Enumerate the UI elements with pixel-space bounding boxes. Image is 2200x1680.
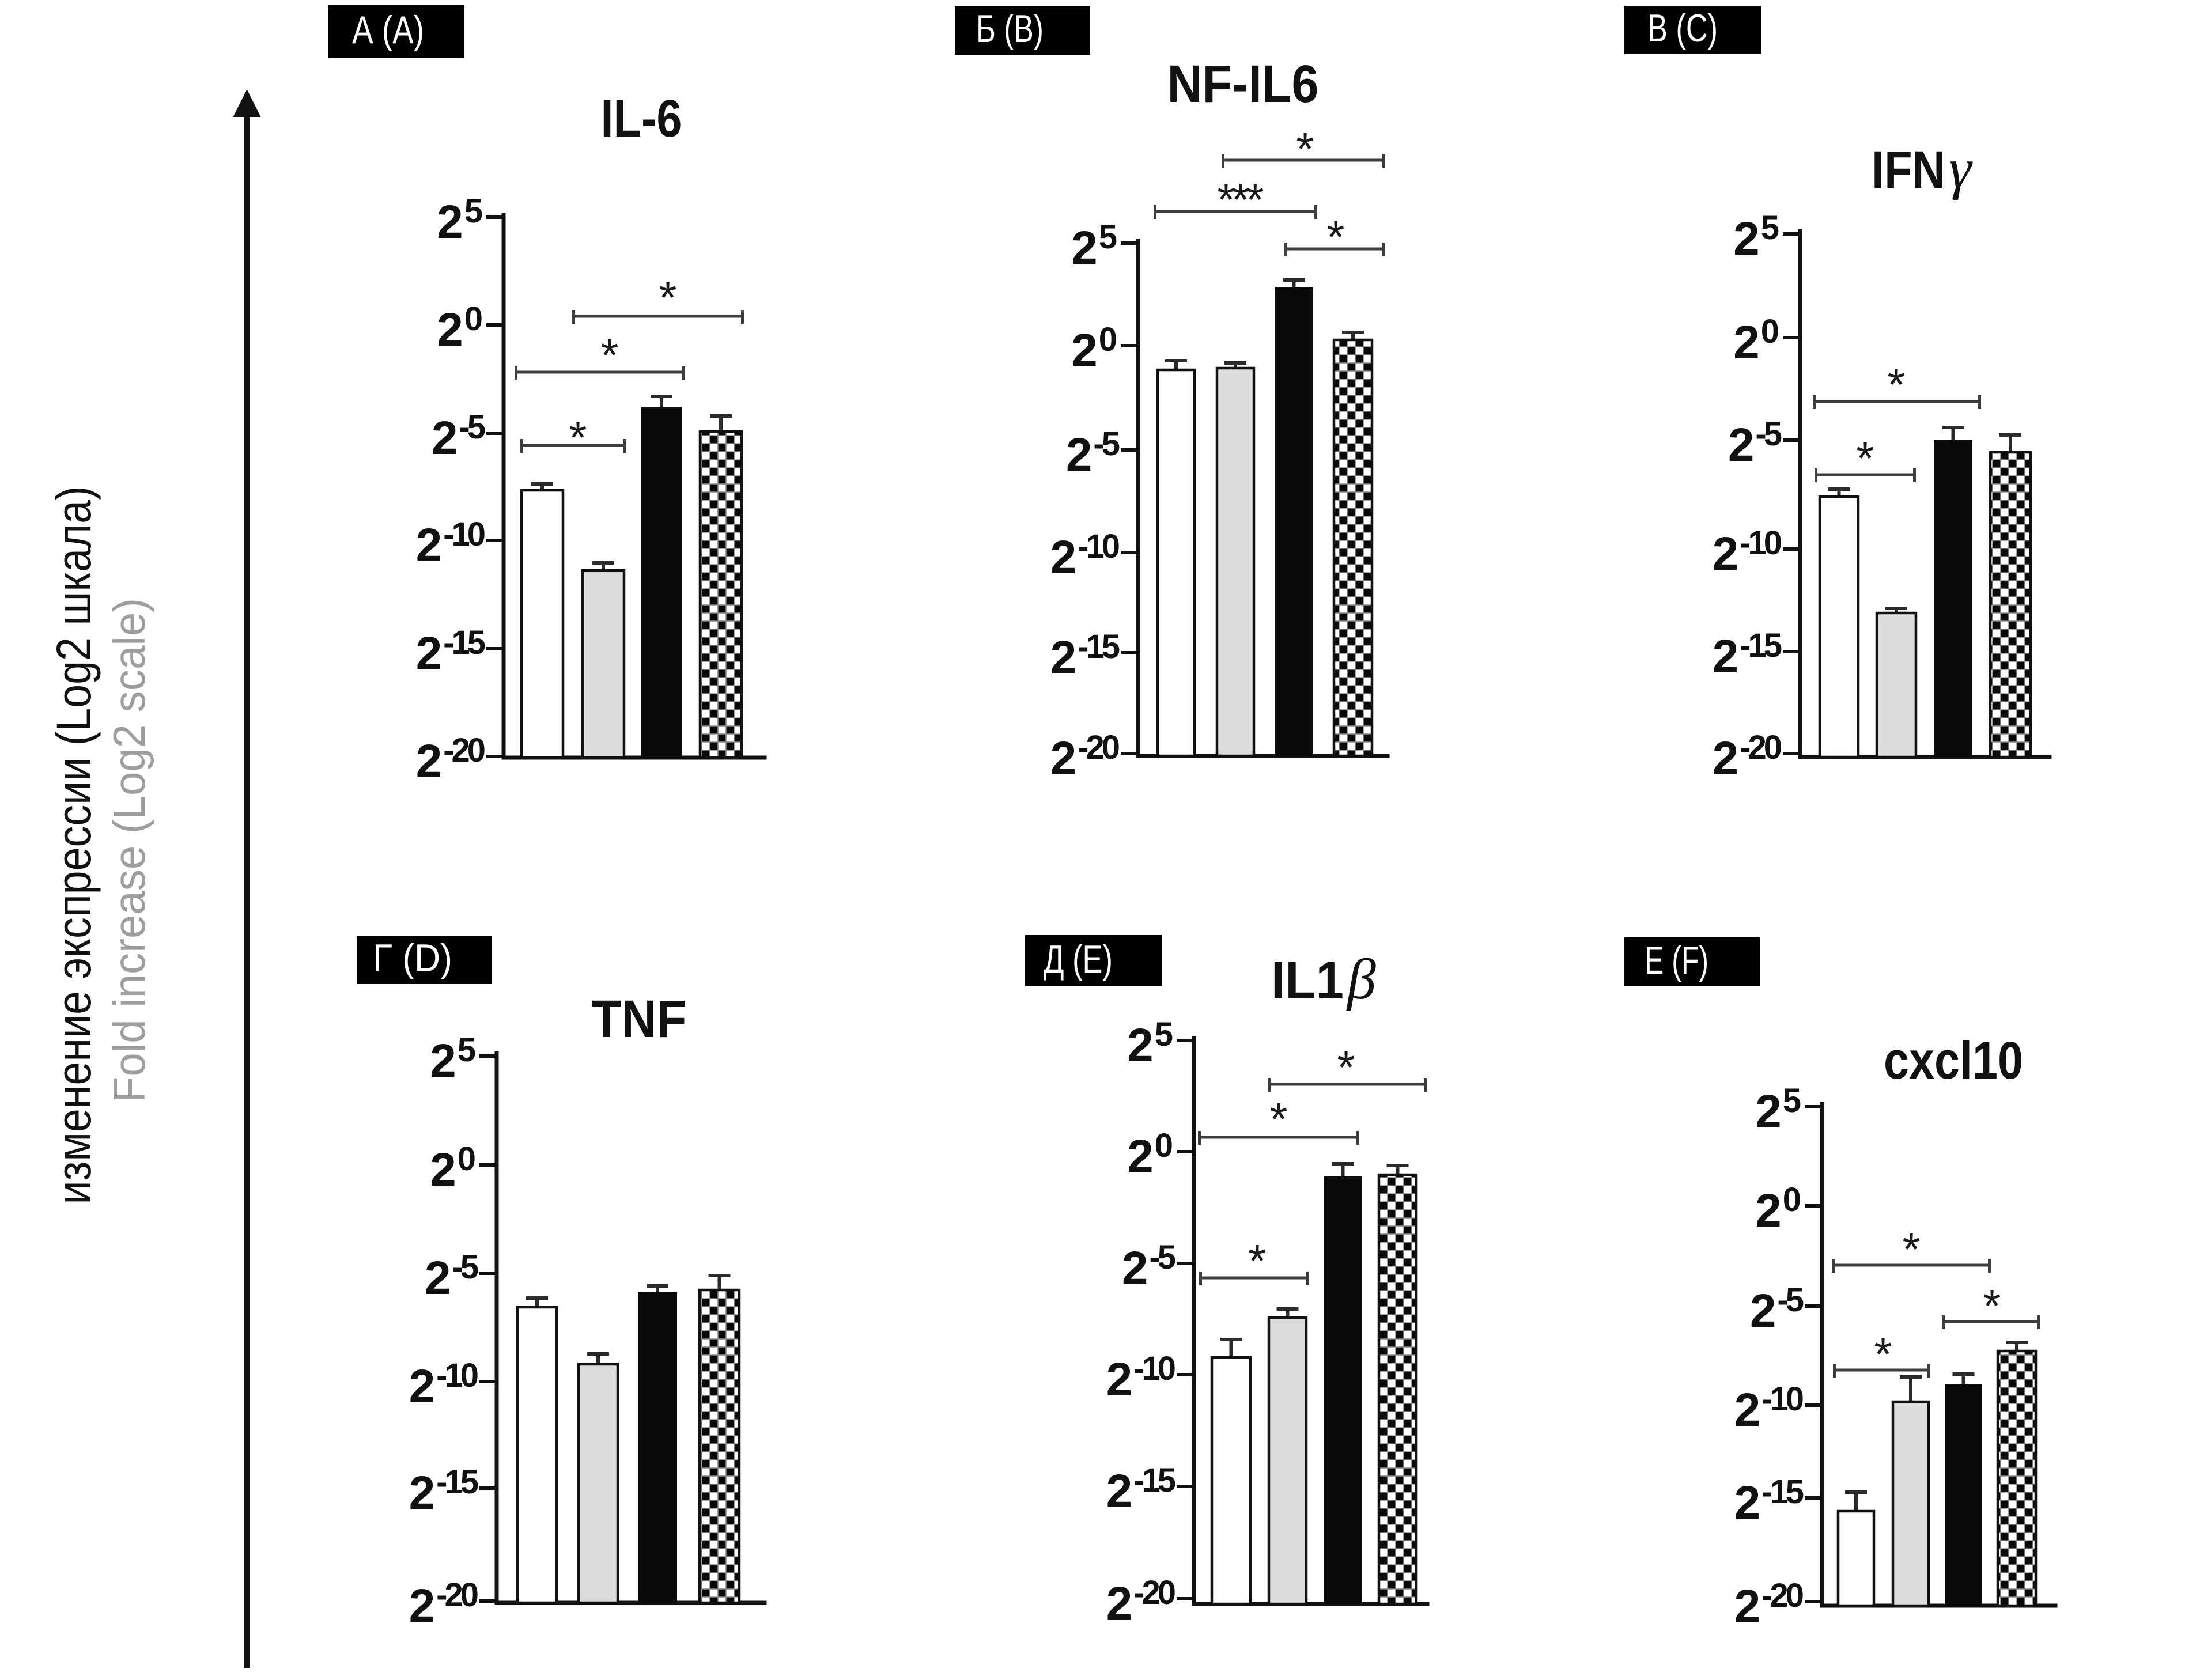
svg-text:2-20: 2-20 <box>1050 729 1119 785</box>
svg-text:*: * <box>1874 1329 1892 1380</box>
svg-text:2-20: 2-20 <box>1106 1574 1175 1630</box>
svg-text:25: 25 <box>1755 1082 1801 1138</box>
svg-text:20: 20 <box>430 1140 476 1196</box>
svg-text:*: * <box>1902 1224 1920 1275</box>
svg-text:20: 20 <box>437 300 483 356</box>
svg-text:2-10: 2-10 <box>1050 528 1119 584</box>
svg-text:2-20: 2-20 <box>1713 729 1781 785</box>
svg-text:Д (E): Д (E) <box>1044 937 1113 981</box>
svg-text:*: * <box>569 412 587 463</box>
svg-text:*: * <box>1326 211 1344 263</box>
svg-text:изменение экспрессии (Log2 шка: изменение экспрессии (Log2 шкала) <box>47 486 101 1205</box>
svg-text:β: β <box>1346 947 1376 1011</box>
svg-text:2-10: 2-10 <box>1734 1380 1803 1436</box>
svg-text:2-5: 2-5 <box>1750 1281 1804 1337</box>
svg-text:*: * <box>659 272 676 323</box>
svg-text:***: *** <box>1217 174 1263 225</box>
svg-text:25: 25 <box>1127 1016 1173 1072</box>
svg-text:2-15: 2-15 <box>416 624 485 680</box>
svg-text:В (C): В (C) <box>1647 6 1718 50</box>
svg-text:2-15: 2-15 <box>1050 628 1120 684</box>
svg-text:γ: γ <box>1949 137 1973 200</box>
svg-text:*: * <box>1296 123 1314 175</box>
svg-text:IL1: IL1 <box>1271 951 1344 1010</box>
svg-text:*: * <box>1337 1042 1355 1093</box>
svg-text:2-10: 2-10 <box>416 516 485 572</box>
svg-text:25: 25 <box>437 192 483 248</box>
svg-text:*: * <box>1248 1235 1266 1287</box>
svg-text:25: 25 <box>1733 209 1779 265</box>
svg-text:Г (D): Г (D) <box>373 936 452 980</box>
svg-text:А (A): А (A) <box>352 8 424 52</box>
svg-text:IFN: IFN <box>1872 141 1945 199</box>
svg-text:2-20: 2-20 <box>1734 1577 1803 1633</box>
svg-text:Е (F): Е (F) <box>1645 939 1708 982</box>
svg-text:2-10: 2-10 <box>409 1357 478 1413</box>
svg-text:2-15: 2-15 <box>1734 1473 1804 1529</box>
svg-text:*: * <box>1983 1280 2001 1331</box>
svg-text:Б (B): Б (B) <box>976 7 1044 51</box>
svg-text:20: 20 <box>1127 1127 1173 1183</box>
svg-text:2-15: 2-15 <box>1713 627 1782 683</box>
svg-text:NF-IL6: NF-IL6 <box>1167 55 1319 113</box>
svg-text:20: 20 <box>1733 313 1779 369</box>
svg-text:cxcl10: cxcl10 <box>1884 1031 2023 1090</box>
svg-text:*: * <box>1269 1093 1287 1145</box>
svg-text:IL-6: IL-6 <box>601 89 682 148</box>
svg-text:Fold increase (Log2 scale): Fold increase (Log2 scale) <box>104 598 154 1103</box>
svg-text:*: * <box>1887 359 1905 410</box>
svg-text:2-10: 2-10 <box>1106 1350 1175 1406</box>
svg-text:*: * <box>600 330 618 381</box>
svg-text:2-20: 2-20 <box>409 1576 478 1632</box>
svg-text:25: 25 <box>1071 218 1117 274</box>
svg-text:20: 20 <box>1755 1181 1801 1237</box>
svg-text:2-10: 2-10 <box>1713 524 1781 580</box>
svg-text:25: 25 <box>430 1031 476 1087</box>
svg-text:2-15: 2-15 <box>409 1463 478 1519</box>
svg-text:2-15: 2-15 <box>1106 1462 1175 1518</box>
svg-text:TNF: TNF <box>592 990 687 1049</box>
svg-text:2-20: 2-20 <box>416 732 485 788</box>
svg-text:*: * <box>1856 433 1874 484</box>
svg-text:20: 20 <box>1071 321 1117 377</box>
